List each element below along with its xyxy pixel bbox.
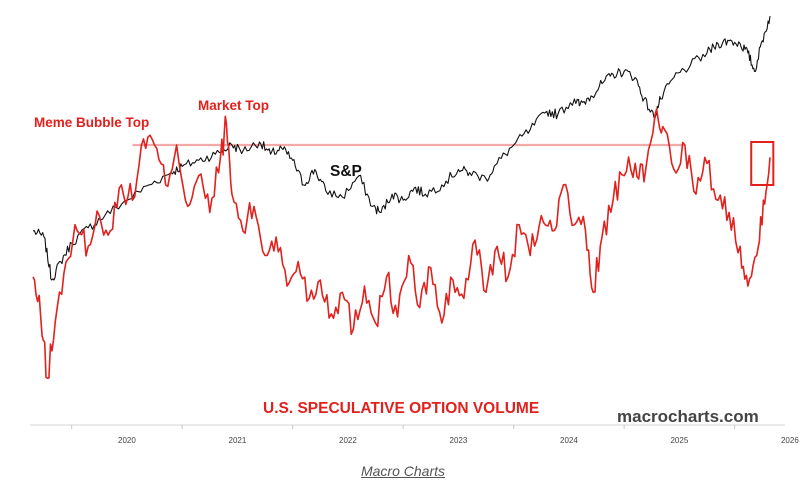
- x-tick-label: 2020: [118, 436, 136, 445]
- annotation-option-volume-label: U.S. SPECULATIVE OPTION VOLUME: [263, 400, 539, 417]
- x-tick-label: 2025: [670, 436, 688, 445]
- annotation-meme-bubble-top: Meme Bubble Top: [34, 115, 149, 130]
- sp-line: [32, 16, 771, 281]
- watermark-macrocharts: macrocharts.com: [617, 407, 759, 426]
- x-tick-label: 2024: [560, 436, 578, 445]
- x-tick-label: 2021: [229, 436, 247, 445]
- x-tick-label: 2026: [781, 436, 799, 445]
- annotation-sp-label: S&P: [330, 163, 362, 180]
- caption-source[interactable]: Macro Charts: [360, 463, 446, 479]
- highlight-box: [750, 141, 775, 186]
- annotation-market-top: Market Top: [198, 98, 269, 113]
- x-tick-label: 2022: [339, 436, 357, 445]
- x-tick-label: 2023: [450, 436, 468, 445]
- x-axis-ticks: 2020 2021 2022 2023 2024 2025 2026: [71, 425, 799, 445]
- option-volume-line: [32, 108, 771, 379]
